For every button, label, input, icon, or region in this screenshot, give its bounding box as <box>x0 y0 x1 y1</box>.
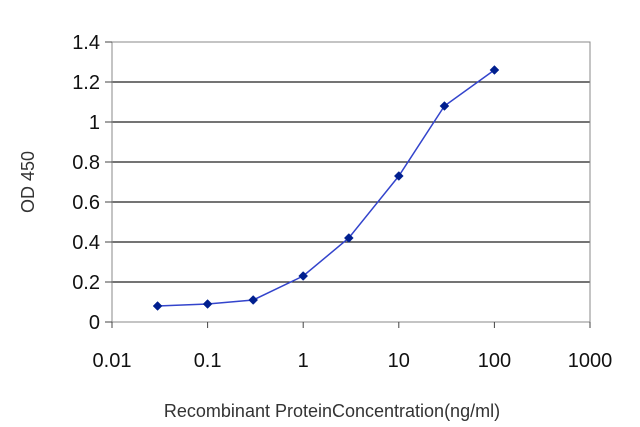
plot-area-frame <box>111 41 591 323</box>
x-axis-ticks: 0.01 0.1 1 10 100 1000 <box>93 322 613 372</box>
series-group <box>152 65 500 311</box>
data-point <box>439 101 450 111</box>
data-point <box>202 299 213 309</box>
data-point <box>489 65 500 75</box>
y-tick-label: 1.2 <box>72 72 100 94</box>
y-tick-label: 0.4 <box>72 232 100 254</box>
data-point <box>248 295 259 305</box>
x-axis-title: Recombinant ProteinConcentration(ng/ml) <box>164 401 500 421</box>
series-line <box>157 69 495 307</box>
y-tick-label: 1.4 <box>72 32 100 54</box>
x-tick-label: 1000 <box>568 350 613 372</box>
y-tick-label: 0.8 <box>72 152 100 174</box>
grid-lines <box>112 81 590 283</box>
y-axis-ticks: 0 0.2 0.4 0.6 0.8 1 1.2 1.4 <box>72 32 112 334</box>
data-point <box>298 271 309 281</box>
x-tick-label: 0.01 <box>93 350 132 372</box>
x-tick-label: 0.1 <box>194 350 222 372</box>
y-tick-label: 0 <box>89 312 100 334</box>
x-tick-label: 10 <box>388 350 410 372</box>
data-point <box>343 233 354 243</box>
data-point <box>152 301 163 311</box>
y-axis-title: OD 450 <box>18 151 38 213</box>
data-point <box>393 171 404 181</box>
x-tick-label: 100 <box>478 350 511 372</box>
x-tick-label: 1 <box>298 350 309 372</box>
y-tick-label: 0.6 <box>72 192 100 214</box>
y-tick-label: 1 <box>89 112 100 134</box>
y-tick-label: 0.2 <box>72 272 100 294</box>
